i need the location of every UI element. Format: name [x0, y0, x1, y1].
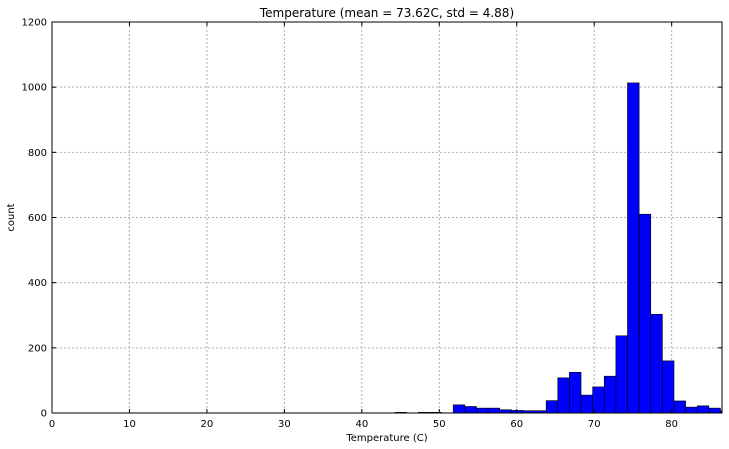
x-tick-label: 70	[588, 419, 601, 430]
histogram-bar	[662, 360, 675, 414]
histogram-bar	[580, 394, 593, 414]
y-tick-label: 0	[41, 409, 47, 420]
histogram-bar	[452, 404, 466, 414]
bars	[394, 82, 723, 414]
histogram-bar	[638, 213, 652, 414]
y-tick-label: 600	[28, 213, 47, 224]
x-tick-label: 20	[201, 419, 214, 430]
x-tick-label: 40	[355, 419, 368, 430]
y-tick-label: 200	[28, 343, 47, 354]
x-tick-label: 80	[665, 419, 678, 430]
x-tick-label: 0	[49, 419, 55, 430]
y-tick-label: 1000	[22, 83, 47, 94]
histogram-bar	[696, 405, 710, 414]
y-axis-label: count	[6, 203, 17, 231]
histogram-bar	[650, 313, 663, 414]
y-tick-label: 1200	[22, 18, 47, 29]
histogram-bar	[487, 407, 500, 414]
histogram-bar	[569, 371, 582, 414]
histogram-bar	[673, 400, 686, 414]
x-tick-label: 50	[433, 419, 446, 430]
histogram-bar	[603, 375, 617, 414]
histogram-bar	[476, 407, 489, 414]
y-tick-label: 400	[28, 278, 47, 289]
histogram-bar	[545, 400, 559, 414]
histogram-bar	[708, 407, 721, 414]
x-tick-label: 10	[123, 419, 136, 430]
histogram-bar	[464, 406, 477, 414]
y-ticks: 0 200 400 600 800 1000 1200	[22, 18, 722, 420]
y-tick-label: 800	[28, 148, 47, 159]
histogram-bar	[627, 82, 640, 414]
x-tick-label: 60	[510, 419, 523, 430]
grid	[51, 21, 722, 414]
chart-title: Temperature (mean = 73.62C, std = 4.88)	[259, 6, 514, 20]
x-axis-label: Temperature (C)	[345, 433, 427, 444]
histogram-bar	[615, 335, 628, 414]
histogram-bar	[685, 406, 698, 414]
histogram-bar	[557, 377, 570, 414]
x-tick-label: 30	[278, 419, 291, 430]
x-ticks: 0 10 20 30 40 50 60 70 80	[49, 22, 678, 430]
